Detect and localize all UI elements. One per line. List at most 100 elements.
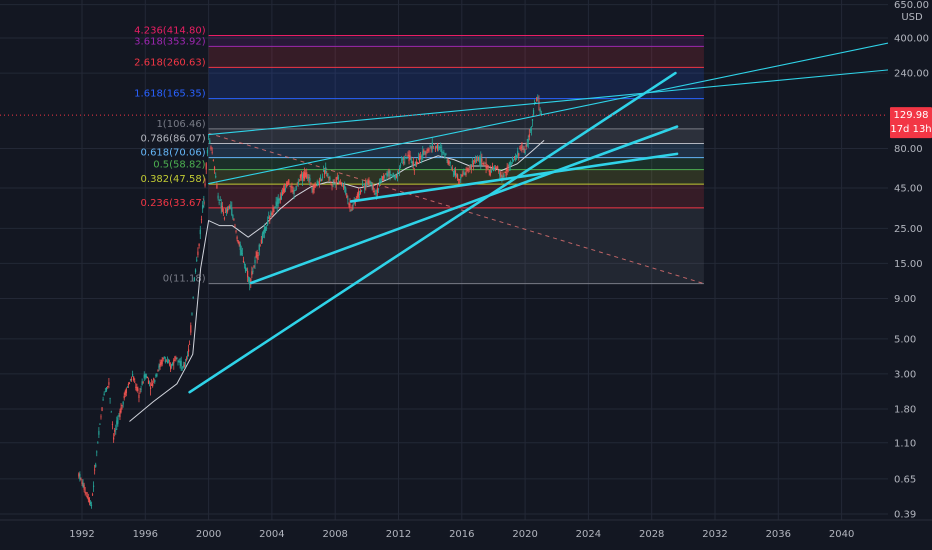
- candle-body: [489, 170, 491, 176]
- candle-body: [134, 381, 136, 383]
- candle-body: [145, 375, 147, 378]
- fib-level-label: 4.236(414.80): [134, 26, 206, 37]
- candle-body: [94, 469, 96, 471]
- candle-body: [101, 407, 103, 411]
- candle-body: [522, 148, 524, 150]
- candle-body: [512, 159, 515, 161]
- candle-body: [426, 152, 428, 154]
- candle-body: [117, 417, 119, 424]
- candle-body: [95, 464, 97, 467]
- candle-body: [222, 212, 224, 214]
- candle-body: [205, 163, 207, 170]
- y-tick-label: 80.00: [894, 144, 923, 155]
- candle-body: [440, 147, 442, 148]
- candle-body: [466, 168, 468, 170]
- candle-body: [539, 109, 541, 112]
- trendline: [188, 71, 677, 394]
- candle-body: [431, 142, 433, 150]
- candle-body: [216, 184, 218, 189]
- candle-body: [379, 181, 382, 182]
- candle-body: [471, 161, 473, 163]
- fib-level-label: 2.618(260.63): [134, 57, 206, 68]
- candle-body: [105, 387, 108, 391]
- price-axis[interactable]: USD 650.00 400.00 240.00 80.00 45.00 25.00 15.…: [888, 0, 932, 521]
- candle-body: [505, 172, 507, 177]
- candle-body: [389, 171, 391, 177]
- candle-body: [439, 146, 441, 149]
- candle-body: [251, 271, 253, 276]
- candle-body: [221, 205, 223, 212]
- trendlines[interactable]: [188, 37, 914, 394]
- candle-body: [281, 191, 284, 195]
- candle-body: [392, 172, 394, 176]
- fibonacci-retracement[interactable]: [208, 35, 705, 285]
- candle-body: [247, 270, 249, 278]
- x-tick-label: 2032: [702, 529, 727, 540]
- candle-body: [340, 183, 343, 186]
- candle-body: [264, 227, 267, 231]
- candle-body: [135, 386, 137, 388]
- fib-zone: [208, 157, 704, 170]
- candle-body: [481, 158, 483, 162]
- candle-body: [253, 265, 255, 268]
- fib-zone: [208, 46, 704, 68]
- candle-body: [343, 184, 345, 189]
- candle-body: [367, 180, 369, 184]
- candle-body: [322, 170, 325, 172]
- candle-body: [416, 162, 419, 164]
- candle-body: [292, 189, 294, 193]
- candle-body: [85, 492, 87, 494]
- candle-body: [326, 175, 328, 177]
- y-tick-label: 400.00: [894, 34, 929, 45]
- candle-body: [212, 159, 214, 161]
- candle-body: [345, 188, 347, 194]
- candle-body: [470, 165, 472, 170]
- candle-body: [204, 183, 206, 186]
- fib-zone: [208, 98, 704, 129]
- candle-body: [316, 181, 318, 186]
- candle-body: [535, 102, 537, 104]
- candle-body: [194, 269, 197, 273]
- candle-body: [123, 395, 125, 399]
- candle-body: [511, 157, 514, 161]
- candle-body: [240, 249, 242, 256]
- candle-body: [151, 384, 153, 386]
- candle-body: [373, 190, 375, 192]
- candle-body: [167, 360, 170, 362]
- candle-body: [454, 170, 457, 176]
- y-tick-label: 45.00: [894, 184, 923, 195]
- candle-body: [482, 162, 484, 165]
- candle-body: [111, 424, 114, 425]
- candle-body: [445, 153, 447, 155]
- candle-body: [310, 182, 312, 185]
- candle-body: [421, 157, 423, 159]
- y-tick-label: 15.00: [894, 259, 923, 270]
- candle-body: [332, 181, 334, 183]
- candle-body: [140, 388, 142, 390]
- candle-body: [259, 245, 261, 247]
- candle-body: [492, 167, 495, 171]
- candle-body: [499, 172, 501, 176]
- candle-body: [239, 244, 241, 250]
- candle-body: [152, 382, 154, 387]
- candle-body: [250, 278, 252, 282]
- fib-level-label: 0.786(86.07): [141, 133, 206, 144]
- time-axis[interactable]: 1992 1996 2000 2004 2008 2012 2016 2020 2024 2028…: [0, 519, 932, 550]
- x-tick-label: 2024: [576, 529, 601, 540]
- y-tick-label: 5.00: [894, 334, 916, 345]
- candle-body: [79, 474, 81, 480]
- candle-body: [108, 382, 110, 385]
- candle-body: [154, 380, 156, 382]
- candle-body: [174, 357, 176, 359]
- candle-body: [258, 244, 260, 251]
- candle-body: [319, 177, 322, 182]
- candle-body: [449, 161, 451, 164]
- candle-body: [143, 374, 145, 379]
- candle-body: [455, 175, 458, 177]
- candle-body: [313, 186, 315, 190]
- candle-body: [185, 358, 188, 360]
- candle-body: [371, 184, 373, 188]
- candle-body: [215, 175, 217, 178]
- candle-body: [110, 411, 112, 413]
